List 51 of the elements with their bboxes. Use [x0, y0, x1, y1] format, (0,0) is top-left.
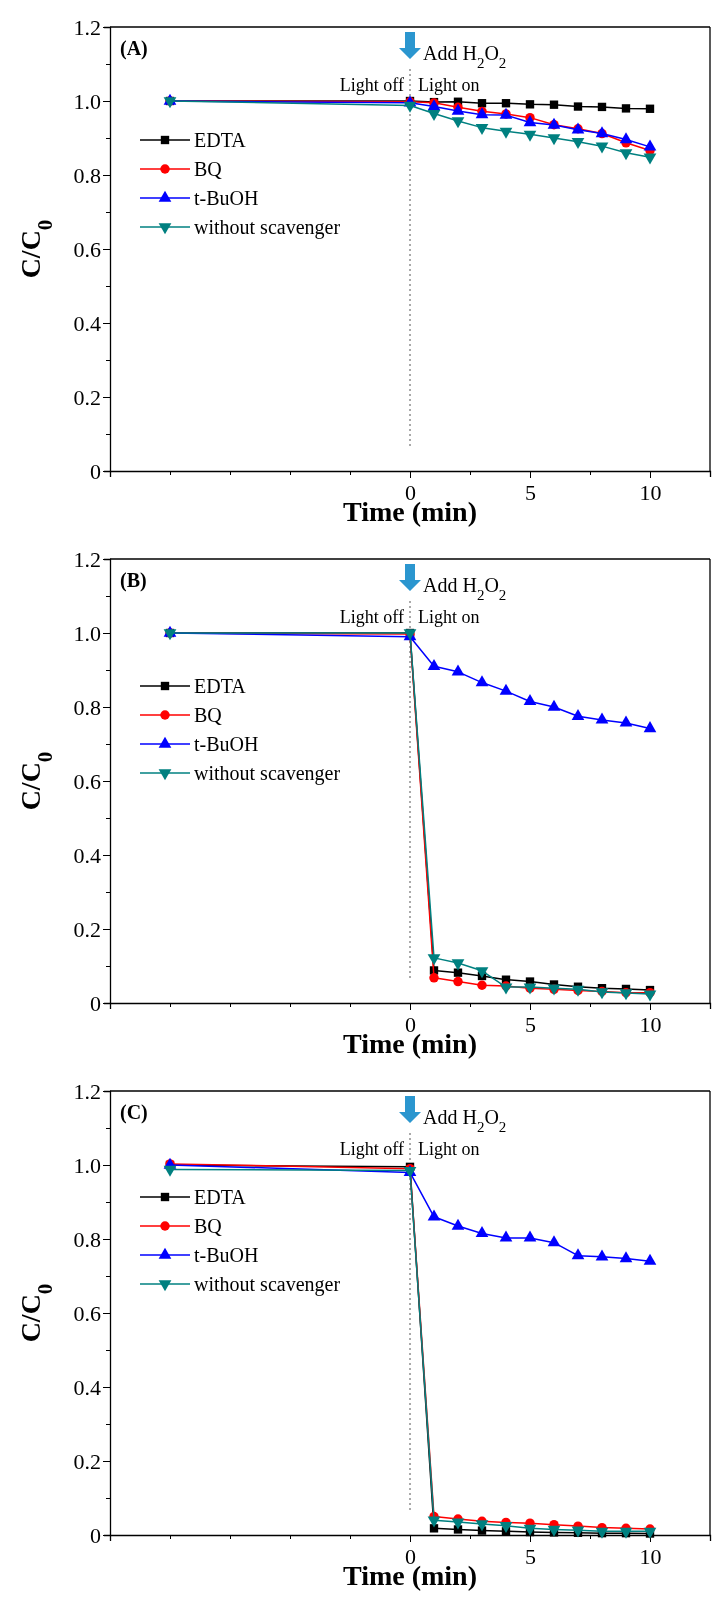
annotation: Light off: [339, 607, 404, 627]
y-tick-label: 0.6: [73, 236, 101, 262]
legend-label: EDTA: [194, 1186, 247, 1208]
annotation: Light on: [418, 75, 480, 95]
legend-label: EDTA: [194, 129, 247, 151]
y-tick-label: 0.6: [73, 1300, 101, 1326]
y-tick-label: 0.8: [73, 694, 101, 720]
annotation: Light off: [339, 75, 404, 95]
y-tick-label: 0.4: [73, 842, 101, 868]
x-tick-label: 5: [525, 1011, 536, 1037]
x-tick-label: 5: [525, 1543, 536, 1569]
y-tick-label: 0.8: [73, 1226, 101, 1252]
annotation: Add H$_{2}$O$_{2}$: [423, 574, 507, 603]
y-tick-label: 0.8: [73, 162, 101, 188]
y-tick-label: 0.4: [73, 1374, 101, 1400]
legend-label: without scavenger: [194, 762, 341, 785]
y-tick-label: 0: [90, 1522, 101, 1548]
legend-label: t-BuOH: [194, 1244, 259, 1266]
legend-label: t-BuOH: [194, 187, 259, 209]
y-tick-label: 0.2: [73, 916, 101, 942]
x-tick-label: 10: [639, 1543, 662, 1569]
y-tick-label: 0.6: [73, 768, 101, 794]
legend-label: t-BuOH: [194, 733, 259, 755]
legend-label: BQ: [194, 1215, 223, 1237]
annotation: Add H$_{2}$O$_{2}$: [423, 42, 507, 71]
y-tick-label: 0.4: [73, 310, 101, 336]
annotation: Light on: [418, 1139, 480, 1159]
legend-label: BQ: [194, 704, 223, 726]
y-tick-label: 1.2: [73, 14, 101, 40]
annotation: Light on: [418, 607, 480, 627]
text: (C): [120, 1101, 148, 1124]
annotation: Light off: [339, 1139, 404, 1159]
text: (B): [120, 569, 147, 592]
y-tick-label: 1.0: [73, 1152, 101, 1178]
y-tick-label: 0.2: [73, 1448, 101, 1474]
y-tick-label: 0: [90, 990, 101, 1016]
y-tick-label: 0: [90, 458, 101, 484]
y-tick-label: 1.0: [73, 620, 101, 646]
x-tick-label: 10: [639, 1011, 662, 1037]
x-tick-label: 5: [525, 479, 536, 505]
y-tick-label: 1.2: [73, 546, 101, 572]
y-tick-label: 0.2: [73, 384, 101, 410]
text: (A): [120, 37, 148, 60]
legend-label: EDTA: [194, 675, 247, 697]
legend-label: without scavenger: [194, 216, 341, 239]
annotation: Add H$_{2}$O$_{2}$: [423, 1106, 507, 1135]
legend-label: without scavenger: [194, 1273, 341, 1296]
y-tick-label: 1.2: [73, 1078, 101, 1104]
y-tick-label: 1.0: [73, 88, 101, 114]
x-tick-label: 10: [639, 479, 662, 505]
legend-label: BQ: [194, 158, 223, 180]
